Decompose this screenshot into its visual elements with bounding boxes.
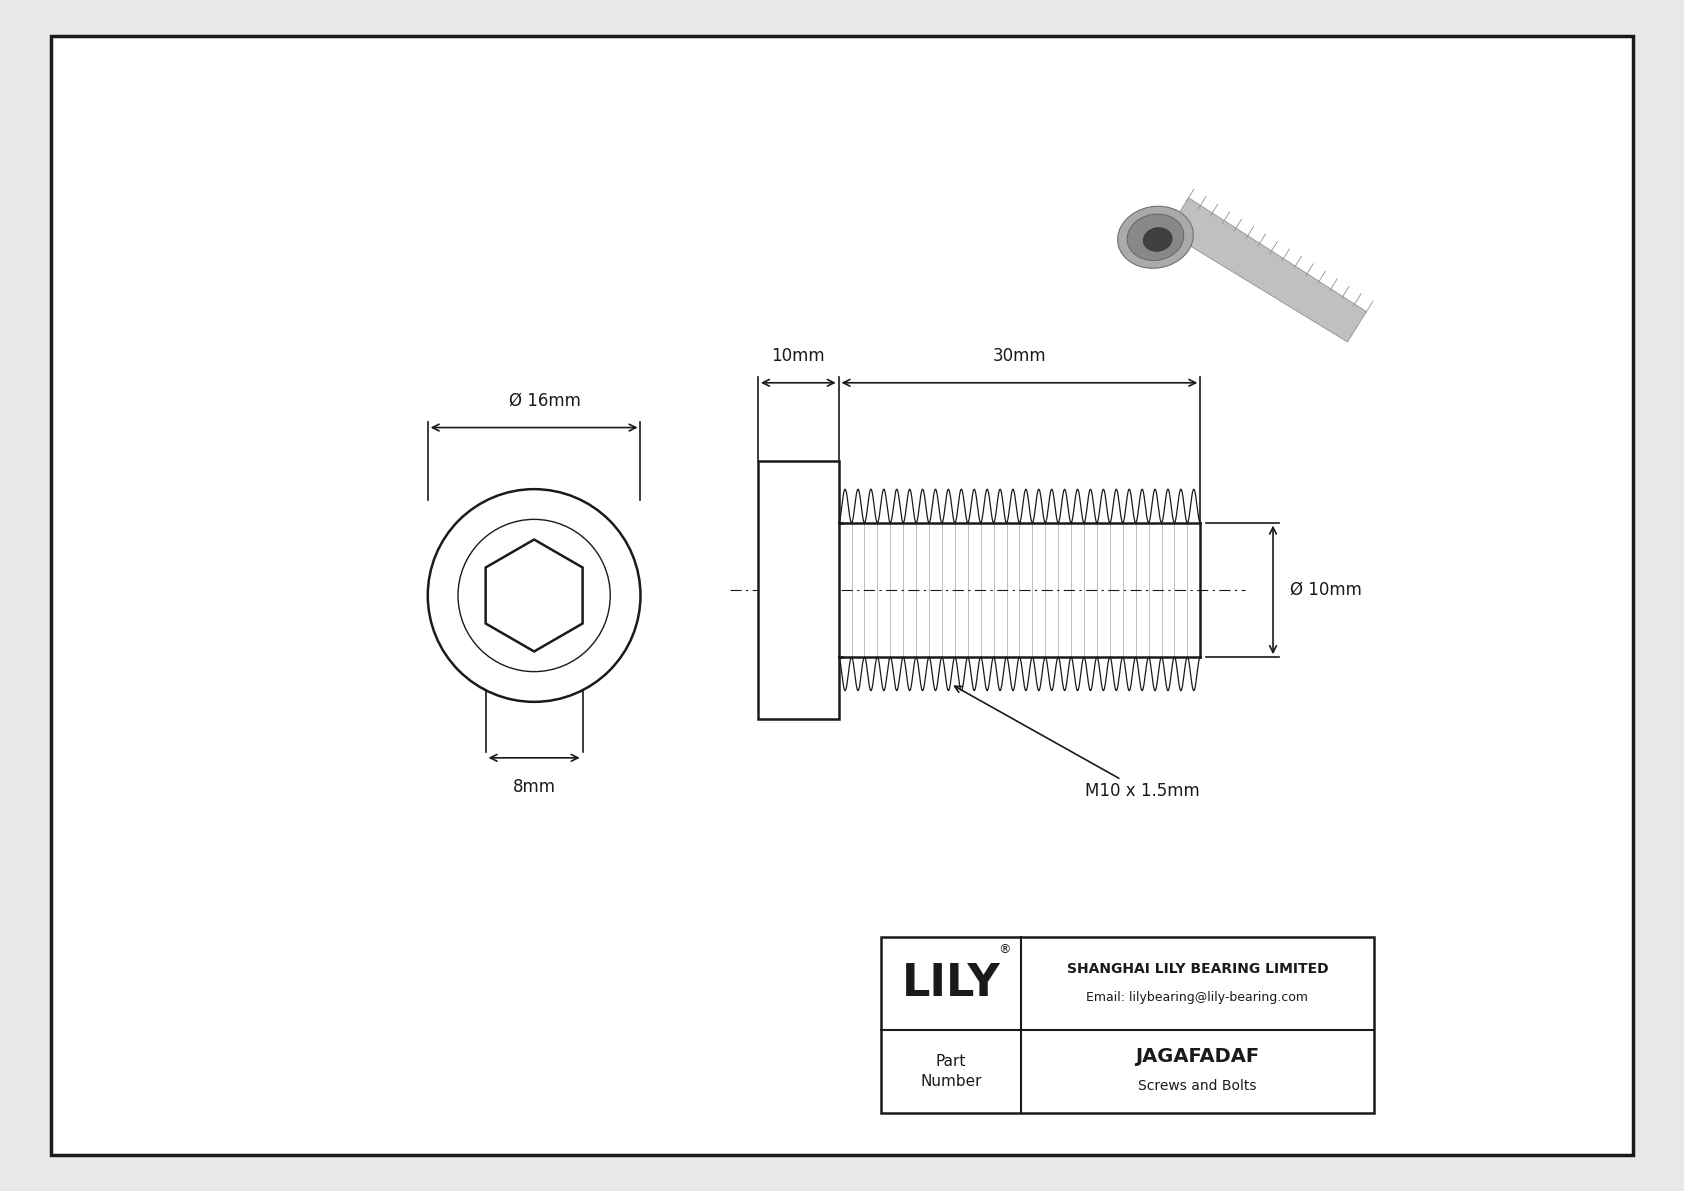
Bar	[758, 461, 839, 718]
Text: LILY: LILY	[903, 962, 1000, 1005]
Text: Ø 10mm: Ø 10mm	[1290, 581, 1362, 599]
Text: 8mm: 8mm	[512, 778, 556, 796]
Bar	[881, 937, 1374, 1112]
Text: Screws and Bolts: Screws and Bolts	[1138, 1079, 1256, 1093]
Text: 10mm: 10mm	[771, 347, 825, 364]
Ellipse shape	[1127, 214, 1184, 261]
Text: Ø 16mm: Ø 16mm	[509, 392, 581, 410]
Text: Part
Number: Part Number	[921, 1054, 982, 1089]
Bar	[881, 937, 1374, 1112]
Text: ®: ®	[999, 943, 1010, 956]
Polygon shape	[1167, 198, 1366, 342]
Text: Email: lilybearing@lily-bearing.com: Email: lilybearing@lily-bearing.com	[1086, 991, 1308, 1004]
Text: SHANGHAI LILY BEARING LIMITED: SHANGHAI LILY BEARING LIMITED	[1066, 962, 1329, 975]
Ellipse shape	[1143, 227, 1172, 251]
Text: M10 x 1.5mm: M10 x 1.5mm	[955, 686, 1199, 800]
Text: 30mm: 30mm	[992, 347, 1046, 364]
Text: JAGAFADAF: JAGAFADAF	[1135, 1047, 1260, 1066]
Ellipse shape	[1118, 206, 1194, 268]
